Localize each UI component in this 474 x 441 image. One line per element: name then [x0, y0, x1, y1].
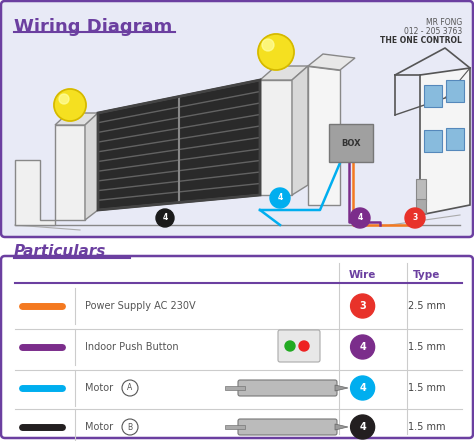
Text: Power Supply AC 230V: Power Supply AC 230V: [85, 301, 196, 311]
FancyBboxPatch shape: [446, 80, 464, 102]
Circle shape: [350, 208, 370, 228]
Polygon shape: [335, 424, 348, 430]
Circle shape: [262, 39, 274, 51]
FancyBboxPatch shape: [225, 386, 245, 390]
Text: 1.5 mm: 1.5 mm: [408, 422, 446, 432]
Circle shape: [270, 188, 290, 208]
FancyBboxPatch shape: [238, 419, 337, 435]
Text: 2.5 mm: 2.5 mm: [408, 301, 446, 311]
Text: 1.5 mm: 1.5 mm: [408, 383, 446, 393]
Text: 4: 4: [359, 422, 366, 432]
FancyBboxPatch shape: [446, 128, 464, 150]
Text: 4: 4: [359, 383, 366, 393]
Polygon shape: [55, 113, 98, 125]
Polygon shape: [335, 385, 348, 391]
Text: A: A: [128, 384, 133, 392]
Polygon shape: [292, 66, 308, 195]
Circle shape: [351, 376, 374, 400]
Text: 4: 4: [163, 213, 168, 223]
FancyBboxPatch shape: [1, 1, 473, 237]
Text: 4: 4: [359, 342, 366, 352]
Polygon shape: [260, 80, 292, 195]
Text: B: B: [128, 422, 133, 431]
Polygon shape: [98, 80, 260, 210]
Polygon shape: [420, 68, 470, 215]
Text: 4: 4: [357, 213, 363, 223]
FancyBboxPatch shape: [278, 330, 320, 362]
Text: Wiring Diagram: Wiring Diagram: [14, 18, 172, 36]
Polygon shape: [308, 54, 355, 70]
Circle shape: [351, 415, 374, 439]
Circle shape: [351, 294, 374, 318]
Text: Motor: Motor: [85, 422, 113, 432]
Circle shape: [54, 89, 86, 121]
Text: 4: 4: [277, 194, 283, 202]
FancyBboxPatch shape: [1, 256, 473, 438]
Circle shape: [351, 335, 374, 359]
Circle shape: [59, 94, 69, 104]
Circle shape: [285, 341, 295, 351]
Text: Wire: Wire: [349, 270, 376, 280]
Text: Indoor Push Button: Indoor Push Button: [85, 342, 179, 352]
Circle shape: [156, 209, 174, 227]
Polygon shape: [308, 66, 340, 205]
Text: Motor: Motor: [85, 383, 113, 393]
Circle shape: [299, 341, 309, 351]
Text: BOX: BOX: [341, 138, 361, 147]
Circle shape: [405, 208, 425, 228]
Text: Type: Type: [413, 270, 440, 280]
FancyBboxPatch shape: [424, 130, 442, 152]
Circle shape: [258, 34, 294, 70]
FancyBboxPatch shape: [416, 199, 426, 213]
FancyBboxPatch shape: [329, 124, 373, 162]
Text: Particulars: Particulars: [14, 244, 106, 259]
Text: 012 - 205 3763: 012 - 205 3763: [404, 27, 462, 36]
Text: 1.5 mm: 1.5 mm: [408, 342, 446, 352]
Text: MR FONG: MR FONG: [426, 18, 462, 27]
FancyBboxPatch shape: [416, 179, 426, 201]
Text: 3: 3: [359, 301, 366, 311]
FancyBboxPatch shape: [238, 380, 337, 396]
Polygon shape: [260, 66, 308, 80]
Text: THE ONE CONTROL: THE ONE CONTROL: [380, 36, 462, 45]
Polygon shape: [85, 113, 98, 220]
Polygon shape: [55, 125, 85, 220]
Text: 3: 3: [412, 213, 418, 223]
FancyBboxPatch shape: [225, 425, 245, 429]
Polygon shape: [15, 160, 55, 225]
FancyBboxPatch shape: [424, 85, 442, 107]
